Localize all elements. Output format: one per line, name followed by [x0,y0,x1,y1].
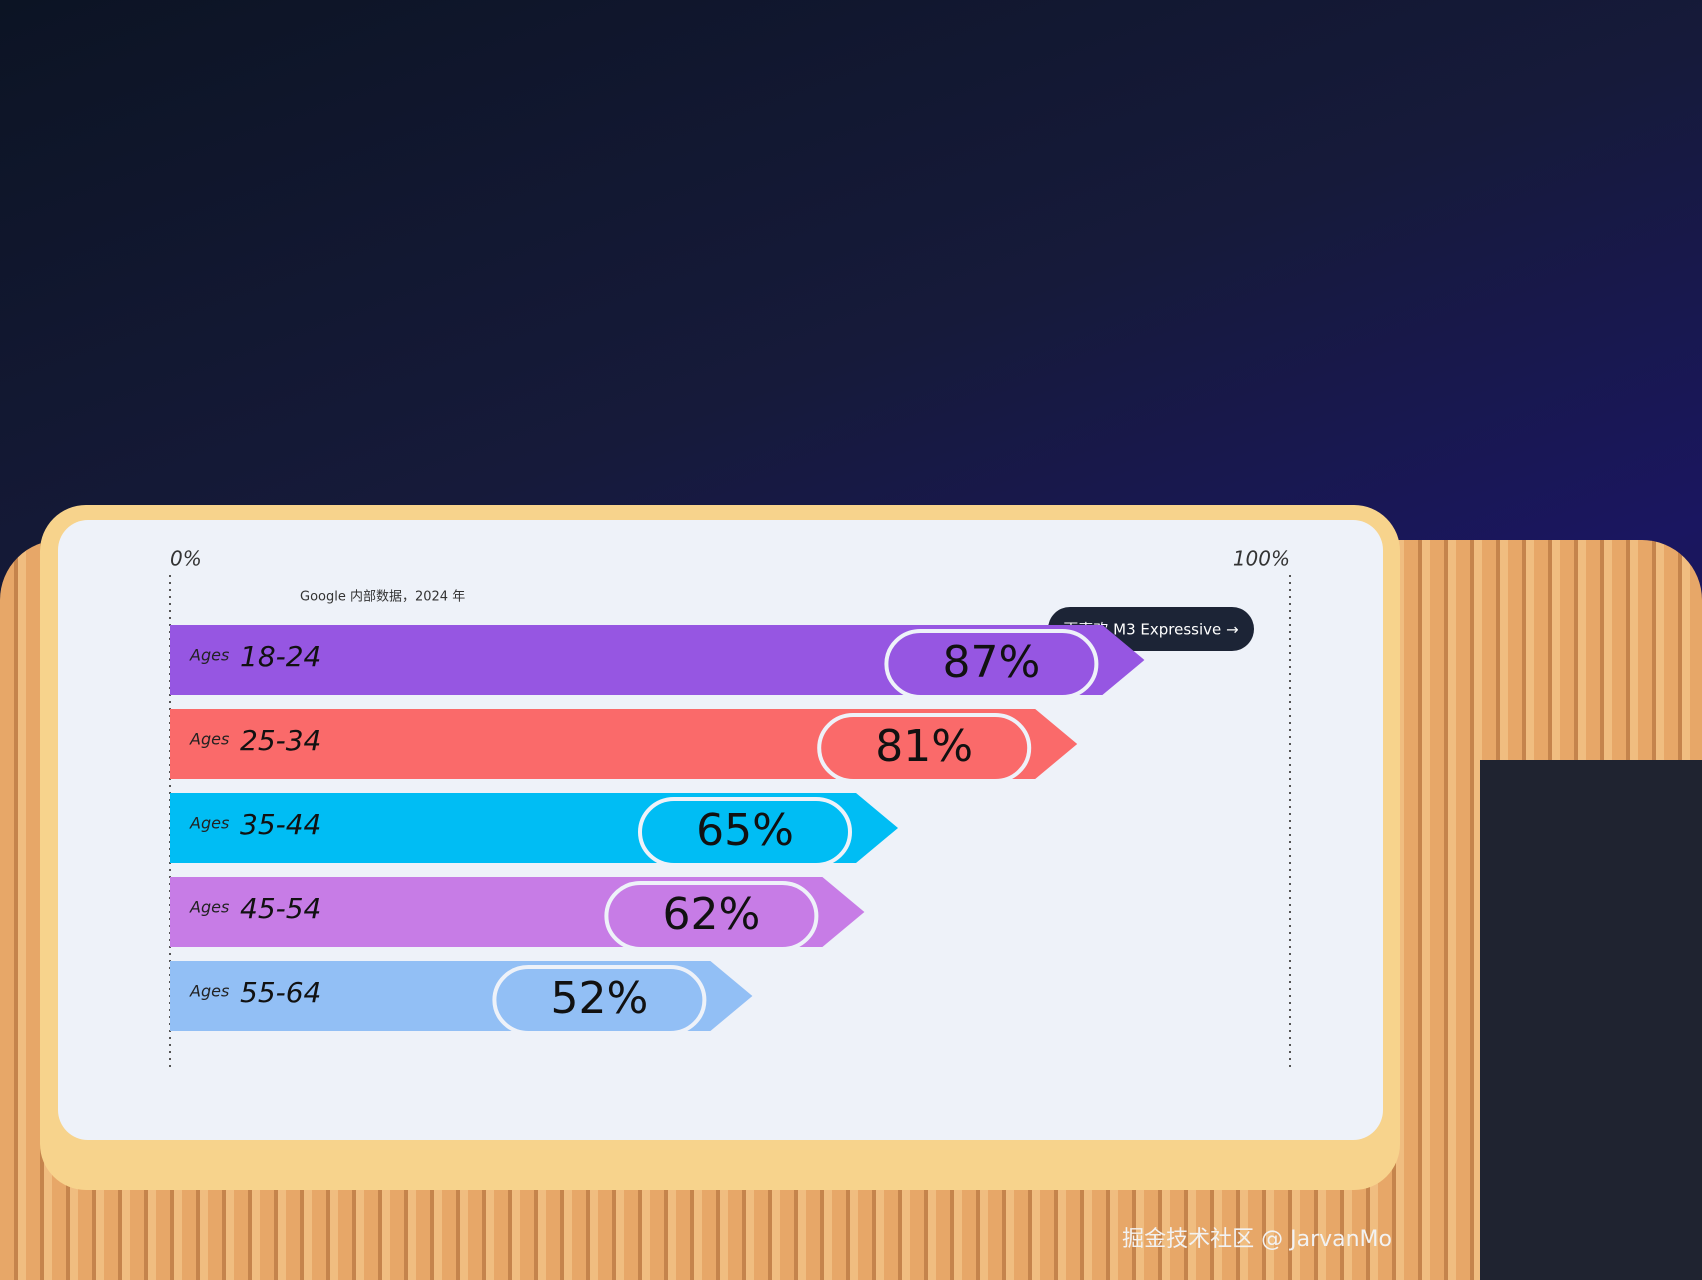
x-tick-label: 0% [170,547,202,571]
x-tick-label: 100% [1233,547,1290,571]
value-label: 62% [663,889,761,940]
value-pill [638,797,852,867]
category-prefix: Ages [189,982,229,1001]
watermark: 掘金技术社区 @ JarvanMo [1122,1227,1392,1252]
value-pill [884,629,1099,699]
category-label: 18-24 [240,640,321,673]
value-label: 81% [875,721,973,772]
value-label: 52% [551,973,649,1024]
value-pill [817,713,1032,783]
value-pill [604,881,819,951]
category-label: 55-64 [240,976,321,1009]
category-prefix: Ages [189,814,229,833]
category-prefix: Ages [189,730,229,749]
value-label: 65% [696,805,794,856]
category-prefix: Ages [189,646,229,665]
category-label: 45-54 [240,892,321,925]
category-prefix: Ages [189,898,229,917]
side-display [1480,760,1702,1280]
category-label: 25-34 [240,724,321,757]
source-note: Google 内部数据，2024 年 [300,589,465,605]
value-label: 87% [943,637,1041,688]
category-label: 35-44 [240,808,321,841]
value-pill [492,965,707,1035]
